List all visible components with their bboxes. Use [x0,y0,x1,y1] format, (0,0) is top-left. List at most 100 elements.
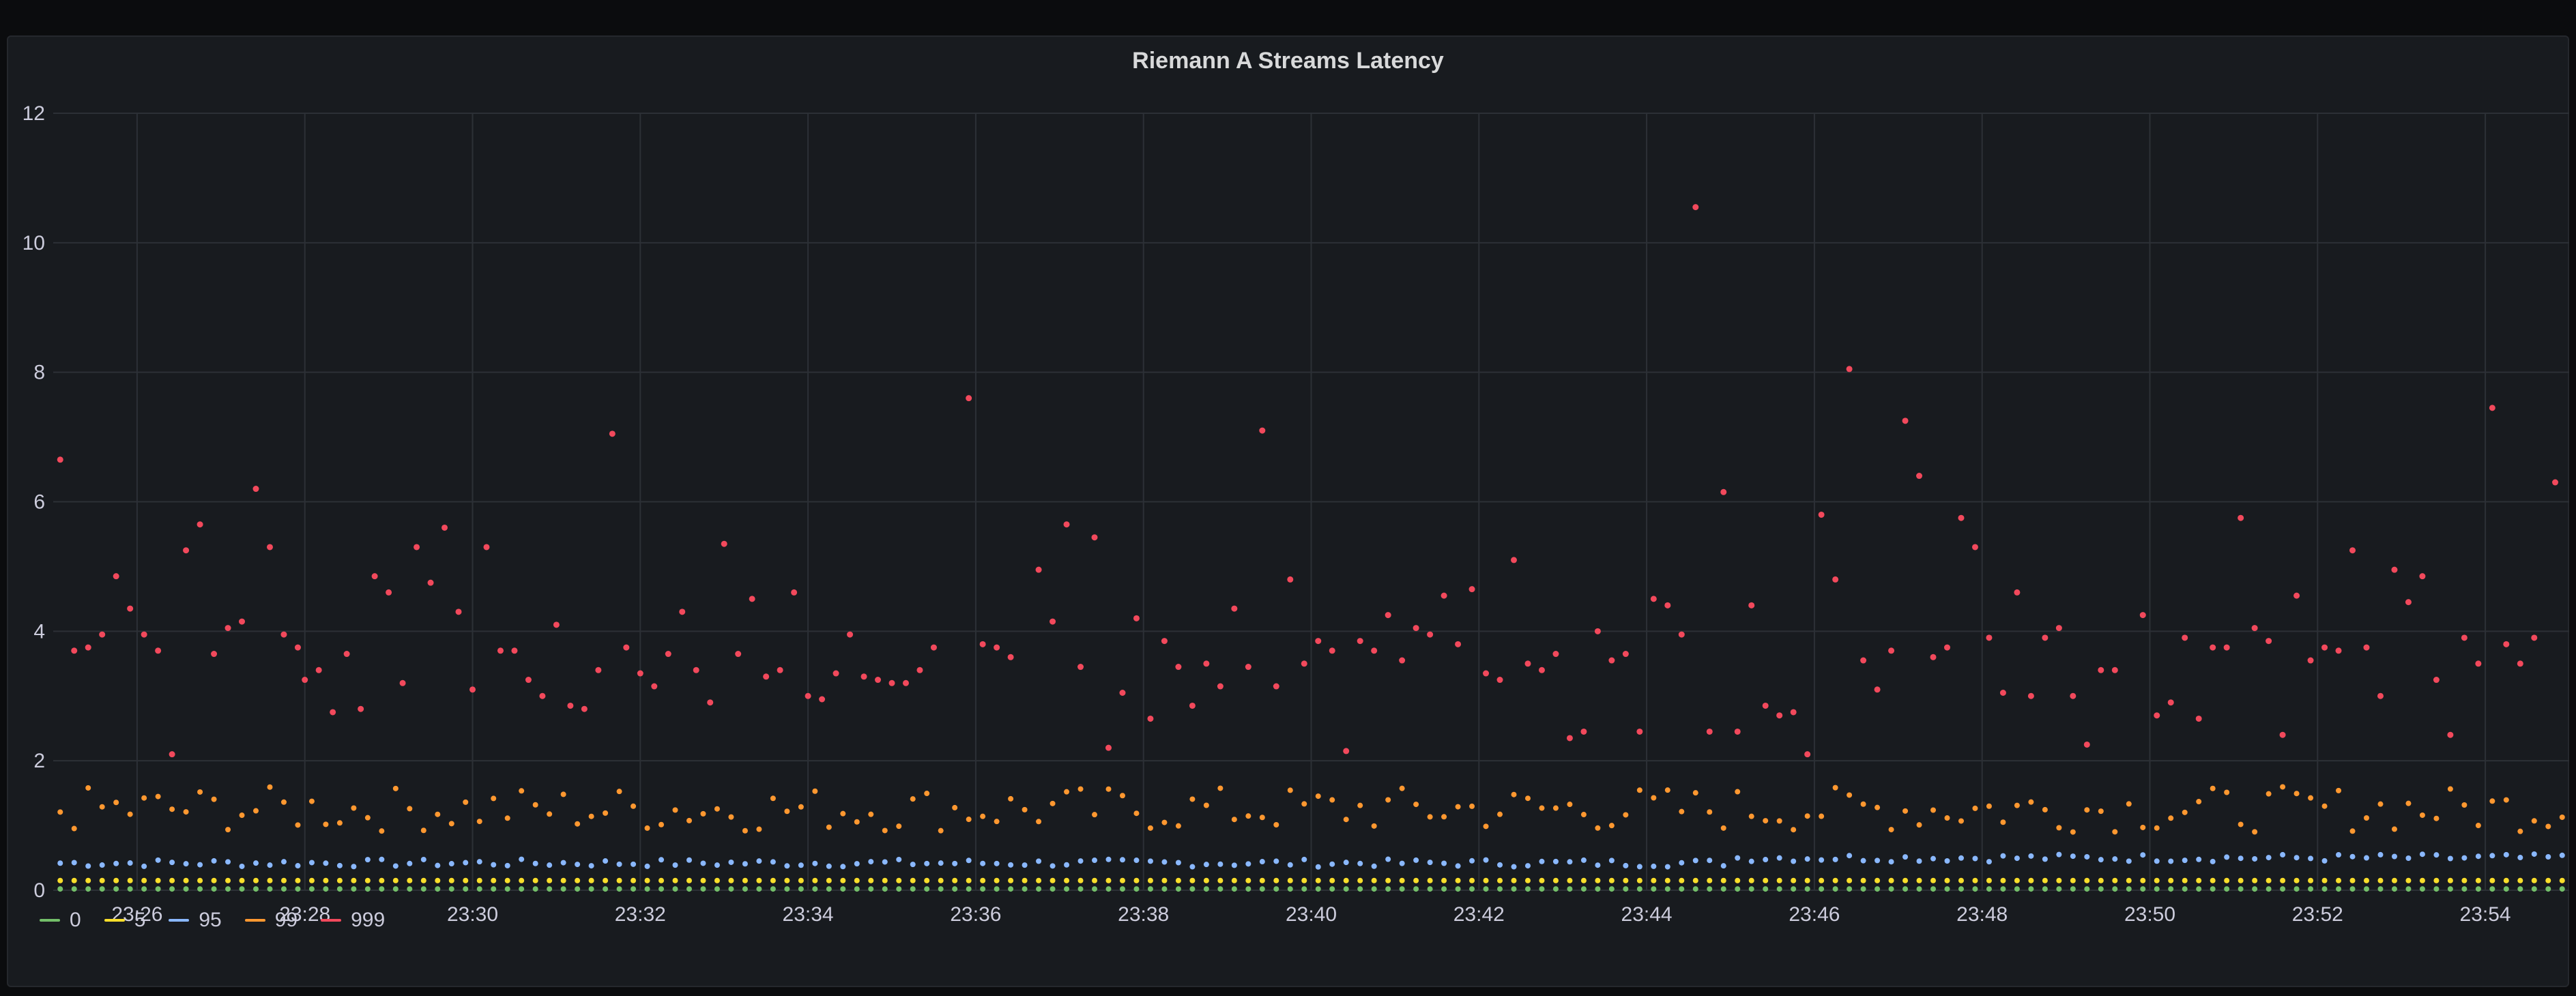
data-point [1888,859,1894,865]
data-point [1664,877,1670,883]
data-point [2238,877,2244,883]
data-point [1692,886,1698,892]
x-tick-label: 23:48 [1956,903,2008,926]
data-point [399,679,406,686]
data-point [1875,804,1881,810]
data-point [1847,877,1853,883]
data-point [2251,625,2258,632]
data-point [2266,791,2272,797]
data-point [979,641,986,647]
data-point [2307,657,2314,664]
data-point [1707,877,1713,883]
data-point [197,886,203,892]
data-point [980,877,986,883]
panel-title[interactable]: Riemann A Streams Latency [1132,48,1444,74]
x-tick-label: 23:46 [1789,903,1840,926]
data-point [1343,877,1349,883]
data-point [2336,886,2342,892]
data-point [2000,886,2006,892]
legend-item-95[interactable]: 95 [169,909,222,932]
data-point [2280,877,2286,883]
data-point [1050,877,1056,883]
data-point [742,877,748,883]
data-point [2224,886,2230,892]
data-point [1860,877,1866,883]
data-point [2377,886,2384,892]
legend-item-5[interactable]: 5 [104,909,145,932]
data-point [938,886,944,892]
data-point [1189,864,1196,870]
data-point [1119,886,1125,892]
data-point [1483,877,1489,883]
data-point [560,860,566,866]
data-point [323,877,329,883]
data-point [435,886,441,892]
data-point [644,863,650,869]
data-point [1692,858,1698,864]
data-point [588,813,594,819]
legend-item-99[interactable]: 99 [244,909,298,932]
data-point [2210,858,2216,864]
data-point [2545,823,2551,830]
data-point [1735,877,1741,883]
data-point [1636,728,1643,735]
data-point [2098,667,2104,673]
data-point [1007,654,1014,660]
data-point [420,856,426,862]
data-point [1315,877,1321,883]
data-point [2321,877,2328,883]
data-point [127,605,134,612]
data-point [714,877,720,883]
data-point [1231,877,1237,883]
data-point [2405,855,2412,862]
data-point [1161,819,1168,825]
data-point [99,804,105,810]
data-point [1469,886,1475,892]
data-point [1944,815,1950,821]
data-point [798,877,804,883]
data-point [2433,886,2440,892]
data-point [1511,791,1517,797]
data-point [1329,797,1335,803]
data-point [2433,815,2440,821]
y-tick-label: 12 [23,102,45,125]
data-point [2126,858,2132,864]
data-point [1720,877,1726,883]
data-point [379,877,385,883]
data-point [1692,204,1699,211]
data-point [1203,886,1209,892]
data-point [239,886,245,892]
data-point [547,886,553,892]
data-point [2280,784,2286,790]
data-point [854,861,860,867]
data-point [686,817,692,823]
data-point [2279,731,2286,738]
data-point [99,862,105,868]
data-point [1790,709,1797,716]
data-point [2238,855,2244,862]
data-point [2503,851,2509,858]
data-point [2182,858,2188,864]
legend-swatch [104,919,125,922]
data-point [547,811,553,817]
data-point [1147,877,1153,883]
data-point [2098,857,2104,863]
data-point [141,631,147,638]
data-point [2139,612,2146,619]
data-point [239,618,246,625]
data-point [2182,877,2188,883]
data-point [770,795,776,802]
data-point [2489,877,2495,883]
data-point [966,877,972,883]
data-point [910,886,916,892]
data-point [169,877,175,883]
data-point [294,644,301,651]
legend-item-999[interactable]: 999 [321,909,385,932]
data-point [2308,855,2314,862]
legend-item-0[interactable]: 0 [40,909,81,932]
data-point [463,877,469,883]
data-point [1008,877,1014,883]
data-point [2293,791,2300,797]
data-point [1986,803,1992,809]
data-point [560,886,566,892]
